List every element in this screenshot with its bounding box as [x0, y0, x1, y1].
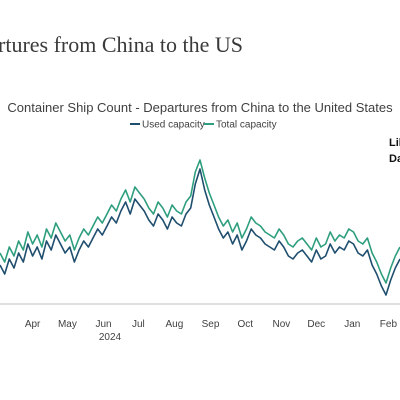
x-tick-label: Apr: [25, 319, 41, 330]
chart-title: Container Ship Count - Departures from C…: [7, 100, 393, 115]
x-tick-label: Sep: [202, 319, 220, 330]
x-tick-label: Nov: [273, 319, 291, 330]
annotation-line-1: Lil: [389, 137, 400, 149]
legend: Used capacity Total capacity: [130, 120, 277, 131]
x-tick-label: Aug: [166, 319, 184, 330]
annotation-line-2: Da: [389, 153, 400, 165]
x-tick-label: Dec: [307, 319, 325, 330]
legend-label-used-capacity: Used capacity: [142, 120, 205, 131]
x-tick-label: Oct: [238, 319, 254, 330]
x-axis-year-label: 2024: [99, 332, 122, 343]
x-tick-label: May: [58, 319, 77, 330]
series-line-total-capacity: [0, 159, 400, 284]
x-tick-label: Jun: [95, 319, 111, 330]
series-line-used-capacity: [0, 168, 400, 296]
legend-label-total-capacity: Total capacity: [216, 120, 277, 131]
x-axis-ticks: Apr May Jun Jul Aug Sep Oct Nov Dec Jan Feb: [25, 319, 398, 330]
page-heading: rtures from China to the US: [0, 32, 244, 57]
x-tick-label: Feb: [380, 319, 398, 330]
x-tick-label: Jan: [344, 319, 360, 330]
x-tick-label: Jul: [132, 319, 145, 330]
